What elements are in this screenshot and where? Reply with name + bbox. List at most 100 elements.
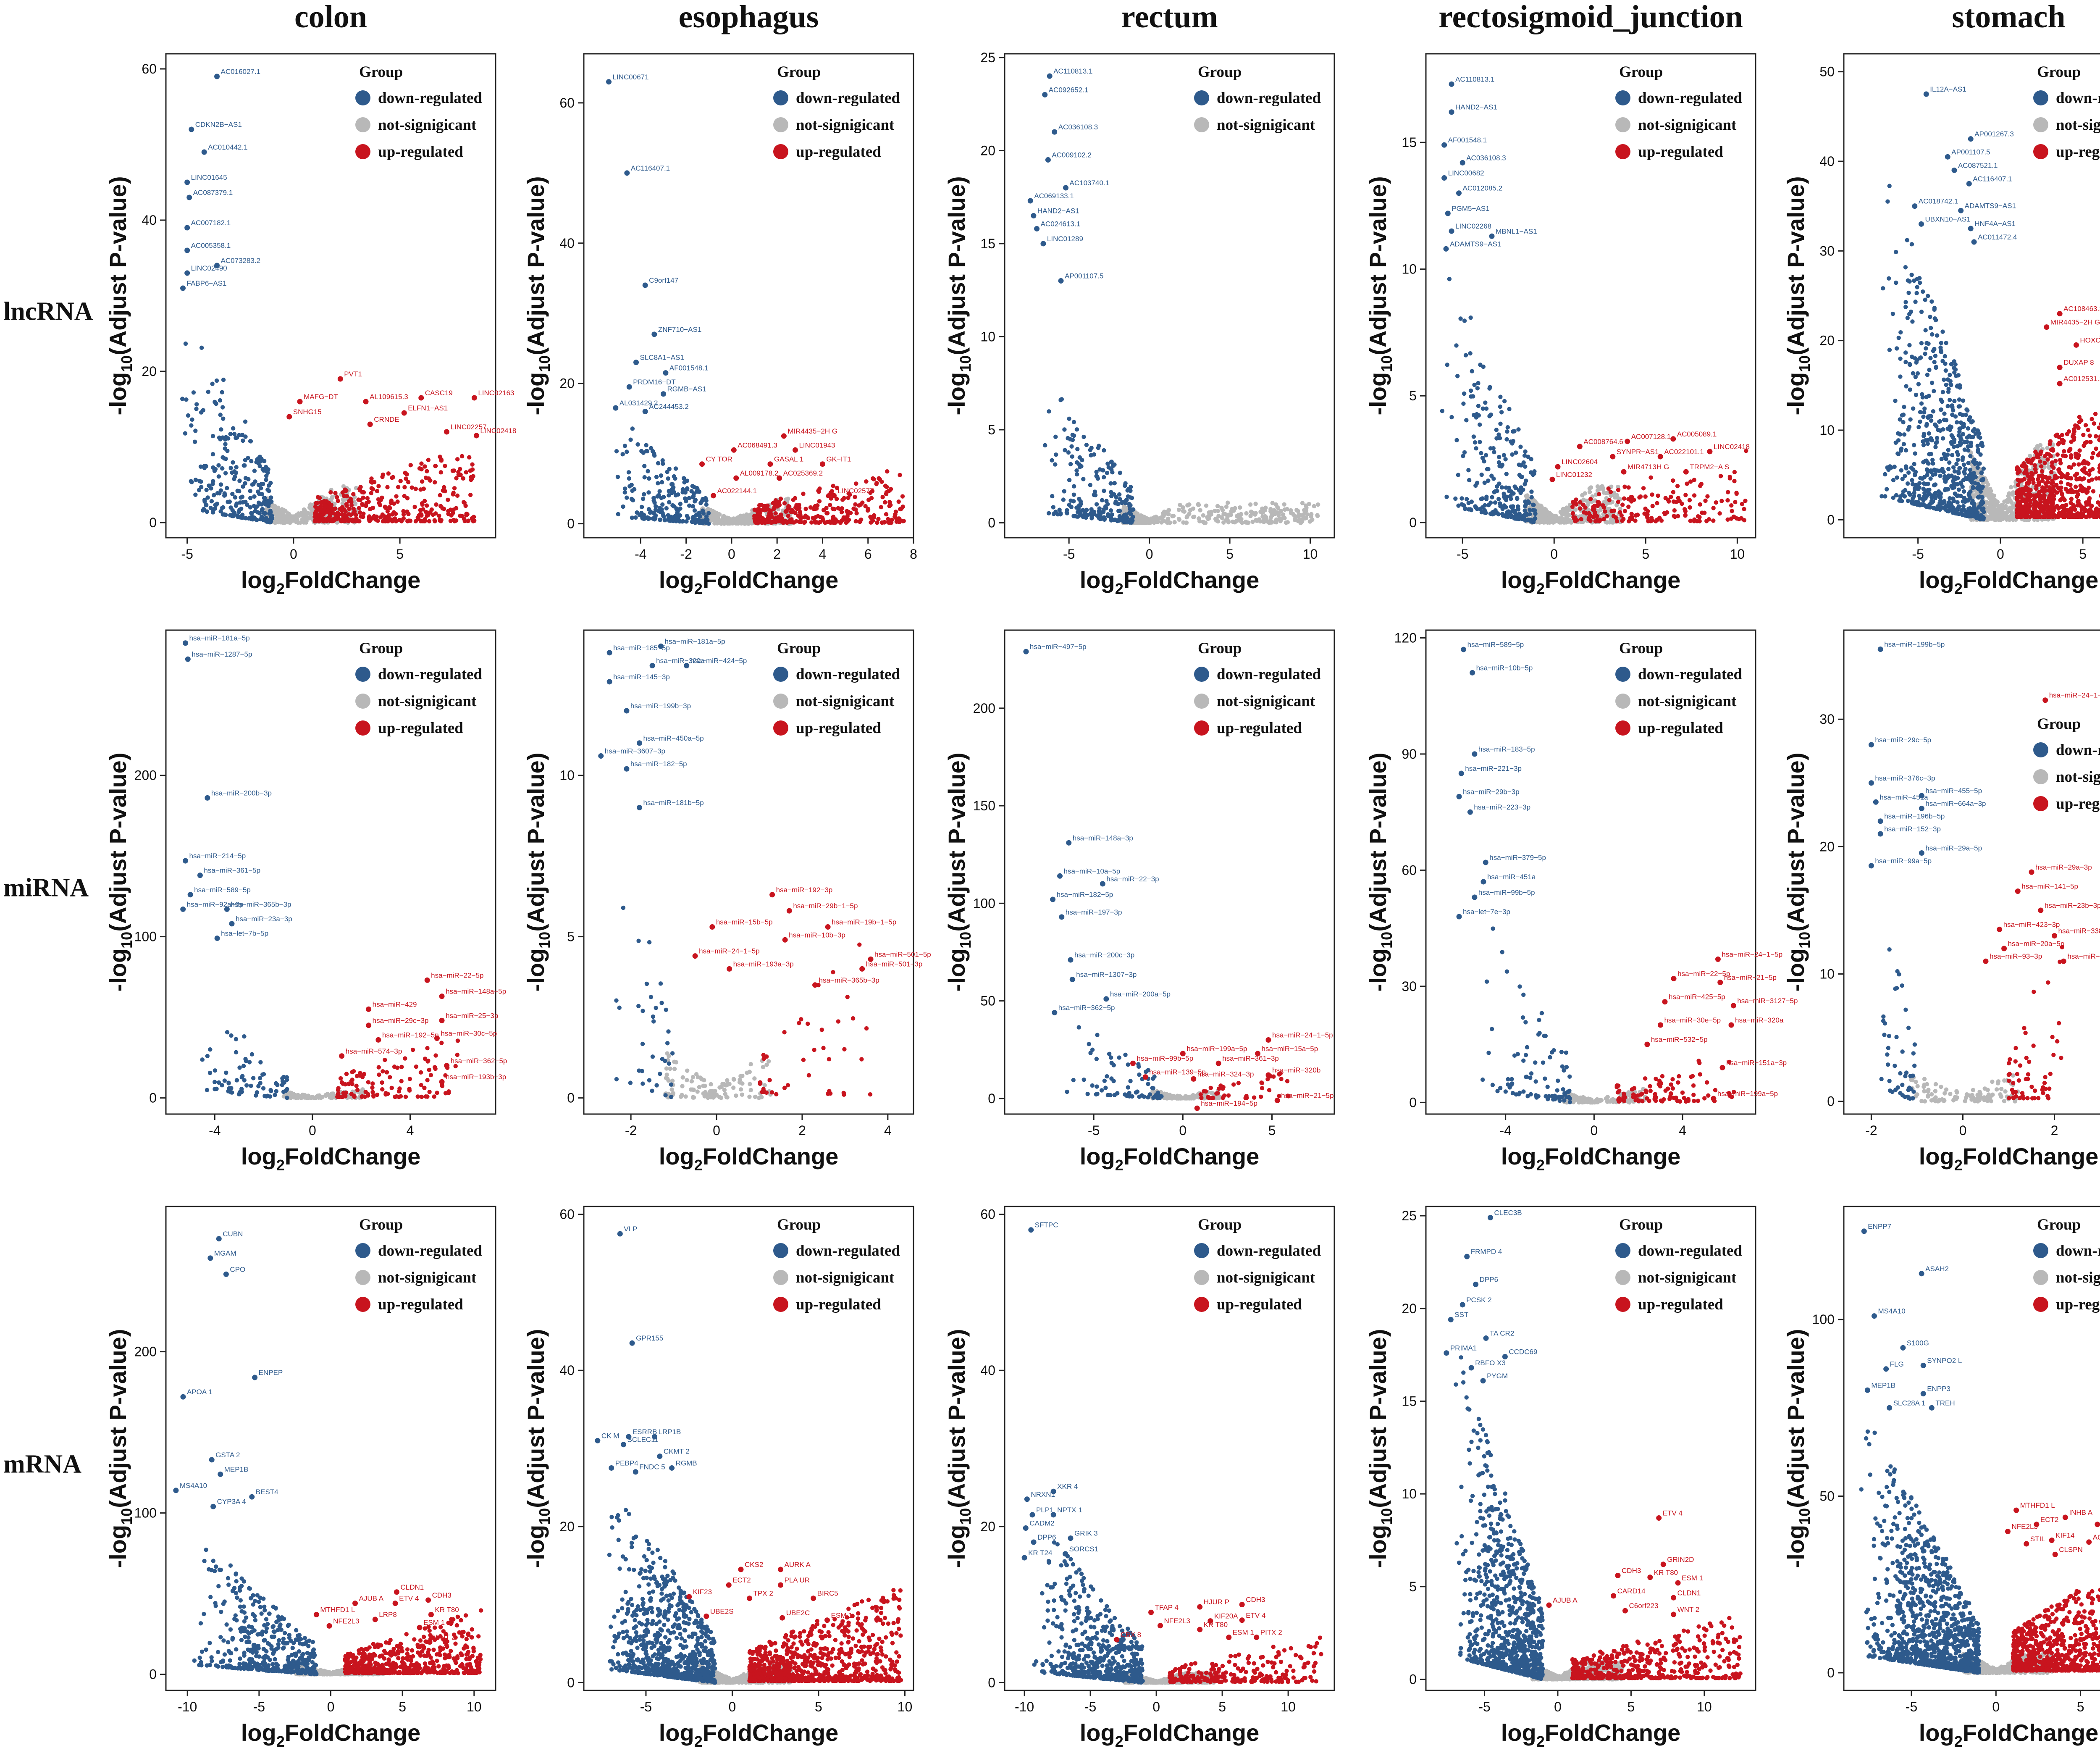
point-down-regulated bbox=[1917, 494, 1922, 498]
point-down-regulated bbox=[231, 460, 235, 465]
point-down-regulated bbox=[697, 520, 702, 524]
point-not-significant bbox=[2008, 498, 2013, 503]
point-not-significant bbox=[1267, 520, 1272, 525]
legend-marker-down bbox=[1615, 90, 1630, 105]
point-up-regulated bbox=[430, 512, 435, 517]
point-up-regulated bbox=[1586, 511, 1591, 516]
point-down-regulated bbox=[630, 515, 635, 520]
point-down-regulated bbox=[1916, 382, 1921, 386]
point-not-significant bbox=[1563, 512, 1568, 517]
point-down-regulated bbox=[1943, 361, 1948, 366]
point-not-significant bbox=[1562, 508, 1567, 513]
point-up-regulated bbox=[452, 468, 457, 473]
point-up-regulated bbox=[320, 499, 324, 504]
point-up-regulated bbox=[1671, 490, 1676, 494]
point-up-regulated bbox=[841, 515, 846, 520]
point-not-significant bbox=[1253, 502, 1258, 506]
point-down-regulated bbox=[234, 503, 239, 508]
labeled-point bbox=[189, 126, 194, 132]
point-down-regulated bbox=[1523, 449, 1528, 454]
point-down-regulated bbox=[1496, 455, 1502, 460]
point-not-significant bbox=[1155, 519, 1160, 523]
point-up-regulated bbox=[887, 500, 892, 505]
point-down-regulated bbox=[1486, 478, 1491, 483]
point-not-significant bbox=[1278, 519, 1283, 523]
point-up-regulated bbox=[798, 516, 803, 521]
labeled-point bbox=[1058, 278, 1064, 284]
point-up-regulated bbox=[416, 517, 421, 522]
point-up-regulated bbox=[378, 502, 383, 507]
point-up-regulated bbox=[1669, 494, 1673, 499]
point-not-significant bbox=[1294, 507, 1299, 513]
point-down-regulated bbox=[1945, 377, 1950, 382]
gene-label: AC005358.1 bbox=[191, 242, 231, 250]
point-down-regulated bbox=[197, 479, 202, 484]
point-down-regulated bbox=[1111, 463, 1116, 468]
labeled-point bbox=[633, 360, 639, 365]
point-down-regulated bbox=[1526, 455, 1530, 459]
point-down-regulated bbox=[249, 511, 254, 515]
point-down-regulated bbox=[1908, 309, 1914, 314]
point-up-regulated bbox=[322, 507, 327, 511]
point-down-regulated bbox=[220, 435, 225, 440]
point-down-regulated bbox=[1956, 433, 1961, 438]
point-up-regulated bbox=[1619, 513, 1624, 518]
point-down-regulated bbox=[1098, 517, 1103, 521]
point-up-regulated bbox=[900, 519, 905, 523]
y-tick-label: 0 bbox=[567, 516, 575, 531]
point-up-regulated bbox=[766, 507, 770, 512]
labeled-point bbox=[624, 170, 630, 176]
labeled-point bbox=[1577, 444, 1583, 449]
point-not-significant bbox=[1991, 508, 1996, 513]
gene-label: SYNPR−AS1 bbox=[1617, 448, 1659, 456]
point-down-regulated bbox=[661, 513, 666, 518]
point-up-regulated bbox=[886, 520, 891, 525]
labeled-point bbox=[367, 421, 373, 427]
y-tick-label: 60 bbox=[142, 61, 157, 76]
labeled-point bbox=[418, 395, 424, 401]
point-down-regulated bbox=[1903, 360, 1908, 365]
point-up-regulated bbox=[875, 520, 879, 525]
legend-marker-down bbox=[355, 90, 370, 105]
row-title-mRNA: mRNA bbox=[3, 1450, 81, 1479]
point-up-regulated bbox=[1734, 516, 1739, 521]
point-down-regulated bbox=[1062, 427, 1067, 432]
legend-label-up: up-regulated bbox=[378, 143, 463, 160]
point-down-regulated bbox=[1968, 415, 1972, 420]
legend-marker-up bbox=[773, 144, 788, 159]
point-down-regulated bbox=[220, 405, 225, 410]
point-down-regulated bbox=[1465, 497, 1469, 502]
gene-label: LINC01645 bbox=[191, 173, 227, 181]
point-down-regulated bbox=[1969, 435, 1973, 439]
point-down-regulated bbox=[1955, 420, 1959, 425]
point-not-significant bbox=[1972, 494, 1977, 499]
point-up-regulated bbox=[1729, 503, 1734, 508]
point-up-regulated bbox=[344, 488, 349, 493]
point-down-regulated bbox=[1521, 460, 1526, 465]
point-up-regulated bbox=[380, 495, 384, 500]
gene-label: LINC02163 bbox=[478, 389, 514, 397]
point-up-regulated bbox=[1692, 478, 1696, 482]
point-up-regulated bbox=[885, 469, 890, 474]
point-down-regulated bbox=[1911, 443, 1916, 447]
point-down-regulated bbox=[1498, 394, 1503, 399]
point-down-regulated bbox=[1902, 494, 1907, 499]
point-down-regulated bbox=[1904, 384, 1908, 389]
point-down-regulated bbox=[1504, 485, 1509, 490]
gene-label: AC010442.1 bbox=[208, 143, 248, 151]
point-down-regulated bbox=[1961, 463, 1966, 467]
point-not-significant bbox=[1232, 520, 1237, 525]
point-not-significant bbox=[1268, 515, 1273, 520]
point-up-regulated bbox=[1698, 502, 1703, 507]
point-down-regulated bbox=[651, 511, 656, 515]
point-not-significant bbox=[1600, 484, 1604, 489]
y-tick-label: 0 bbox=[1409, 515, 1417, 530]
point-down-regulated bbox=[1084, 442, 1089, 447]
point-down-regulated bbox=[1077, 455, 1082, 460]
point-up-regulated bbox=[752, 507, 757, 512]
point-down-regulated bbox=[1925, 438, 1930, 442]
point-up-regulated bbox=[333, 491, 338, 495]
point-down-regulated bbox=[1909, 273, 1914, 277]
y-tick-label: 20 bbox=[559, 376, 575, 391]
column-title-rectum: rectum bbox=[1121, 0, 1218, 34]
